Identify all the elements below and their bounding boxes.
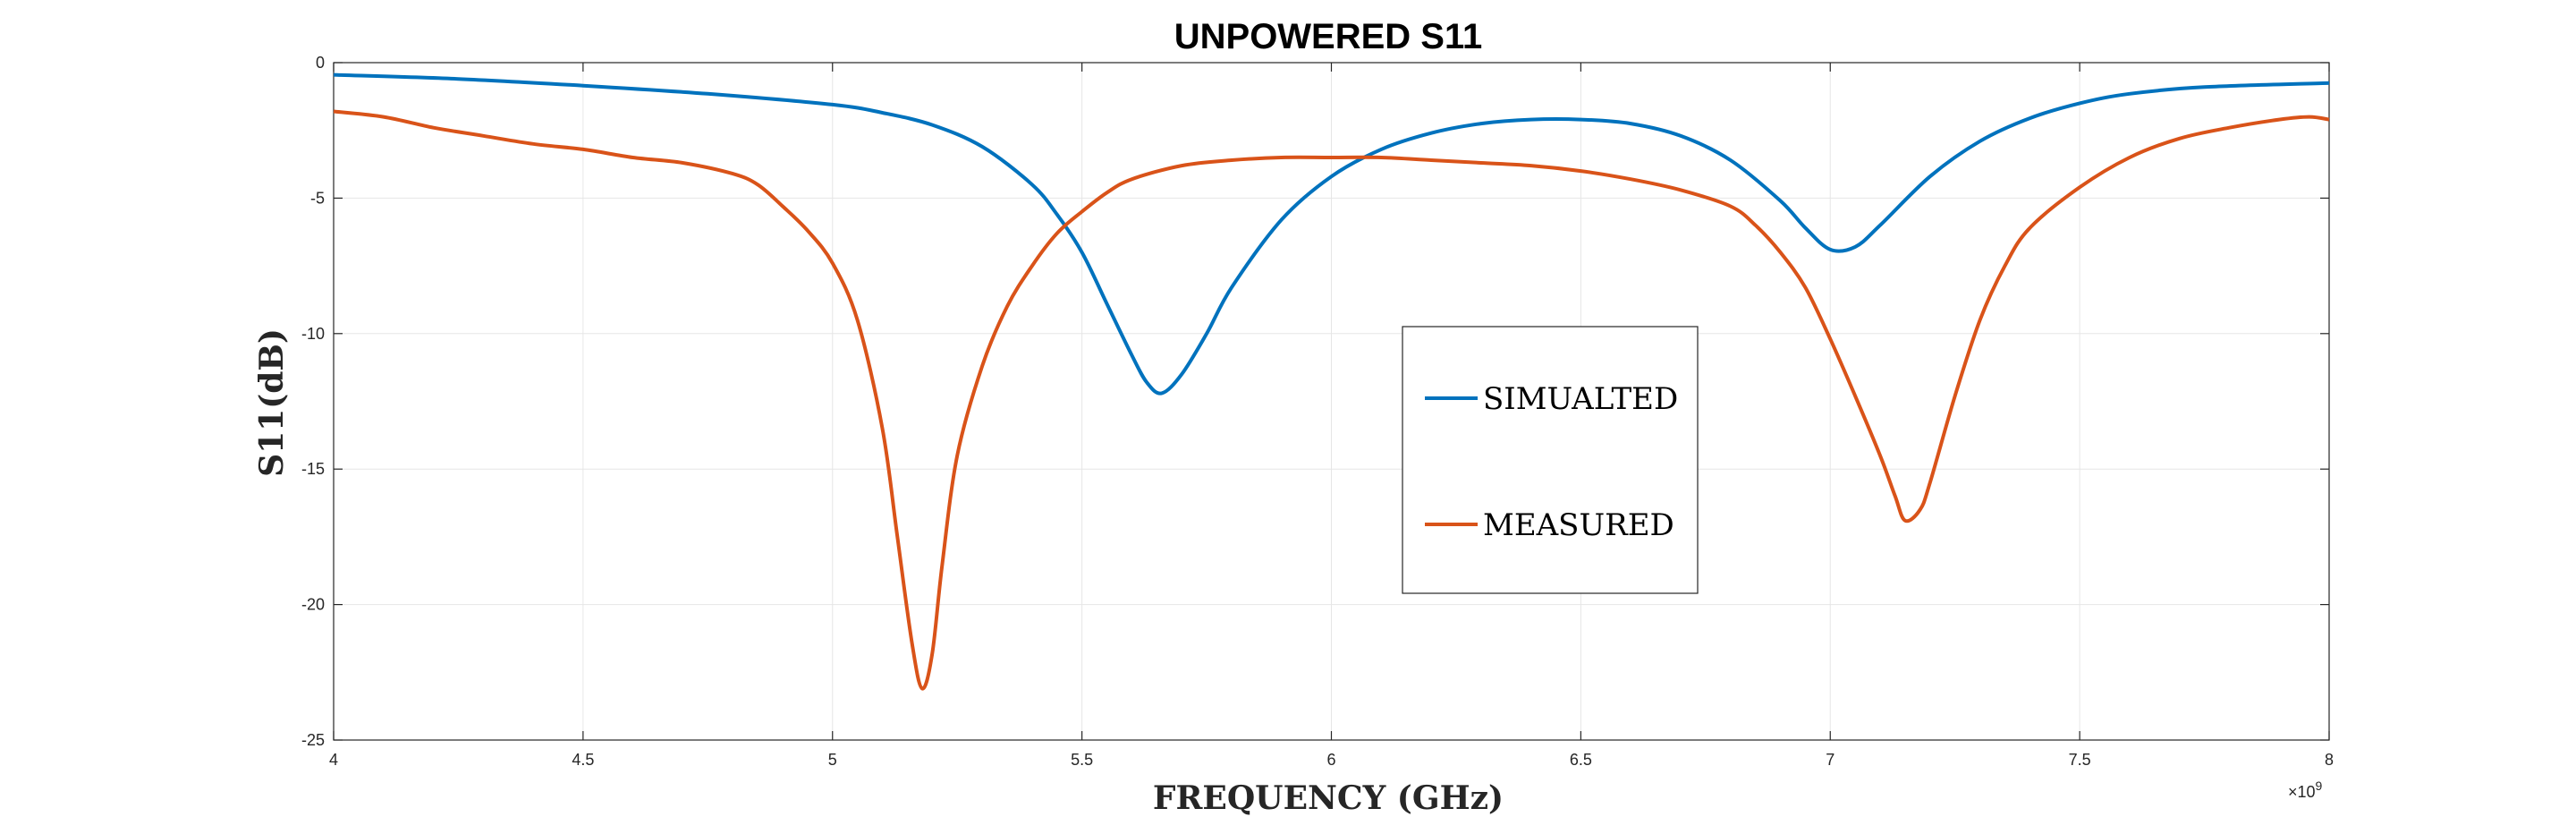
y-tick-label: -25 (301, 731, 325, 749)
x-exponent-power: 9 (2316, 779, 2323, 793)
legend-box (1402, 326, 1699, 594)
x-tick-label: 5.5 (1071, 751, 1093, 769)
legend-label-measured: MEASURED (1483, 507, 1674, 543)
grid-lines (333, 62, 2330, 741)
x-tick-label: 4 (329, 751, 338, 769)
legend: SIMUALTED MEASURED (1402, 326, 1699, 594)
series-line-simualted (333, 72, 2330, 396)
x-tick-label: 8 (2325, 751, 2334, 769)
series-layer (333, 72, 2330, 691)
y-tick-label: -15 (301, 460, 325, 478)
x-tick-label: 6.5 (1570, 751, 1592, 769)
x-tick-label: 6 (1326, 751, 1335, 769)
x-tick-label: 4.5 (572, 751, 594, 769)
x-tick-label: 5 (828, 751, 837, 769)
x-axis-label: FREQUENCY (GHz) (1153, 779, 1504, 817)
x-tick-label: 7.5 (2069, 751, 2091, 769)
x-tick-label: 7 (1826, 751, 1835, 769)
x-axis-exponent: ×109 (2288, 779, 2323, 801)
chart-title: UNPOWERED S11 (1174, 17, 1483, 56)
x-exponent-base: ×10 (2288, 783, 2316, 801)
legend-label-simulated: SIMUALTED (1483, 381, 1678, 417)
y-axis-label: S11(dB) (253, 328, 291, 477)
y-tick-label: -20 (301, 596, 325, 614)
series-line-measured (333, 109, 2330, 691)
y-tick-label: -5 (310, 189, 325, 207)
axis-ticks: 4 4.5 5 5.5 6 6.5 7 7.5 8 0 -5 -10 -15 -20 -25 (301, 54, 2334, 769)
y-tick-label: -10 (301, 325, 325, 343)
y-tick-label: 0 (316, 54, 325, 72)
